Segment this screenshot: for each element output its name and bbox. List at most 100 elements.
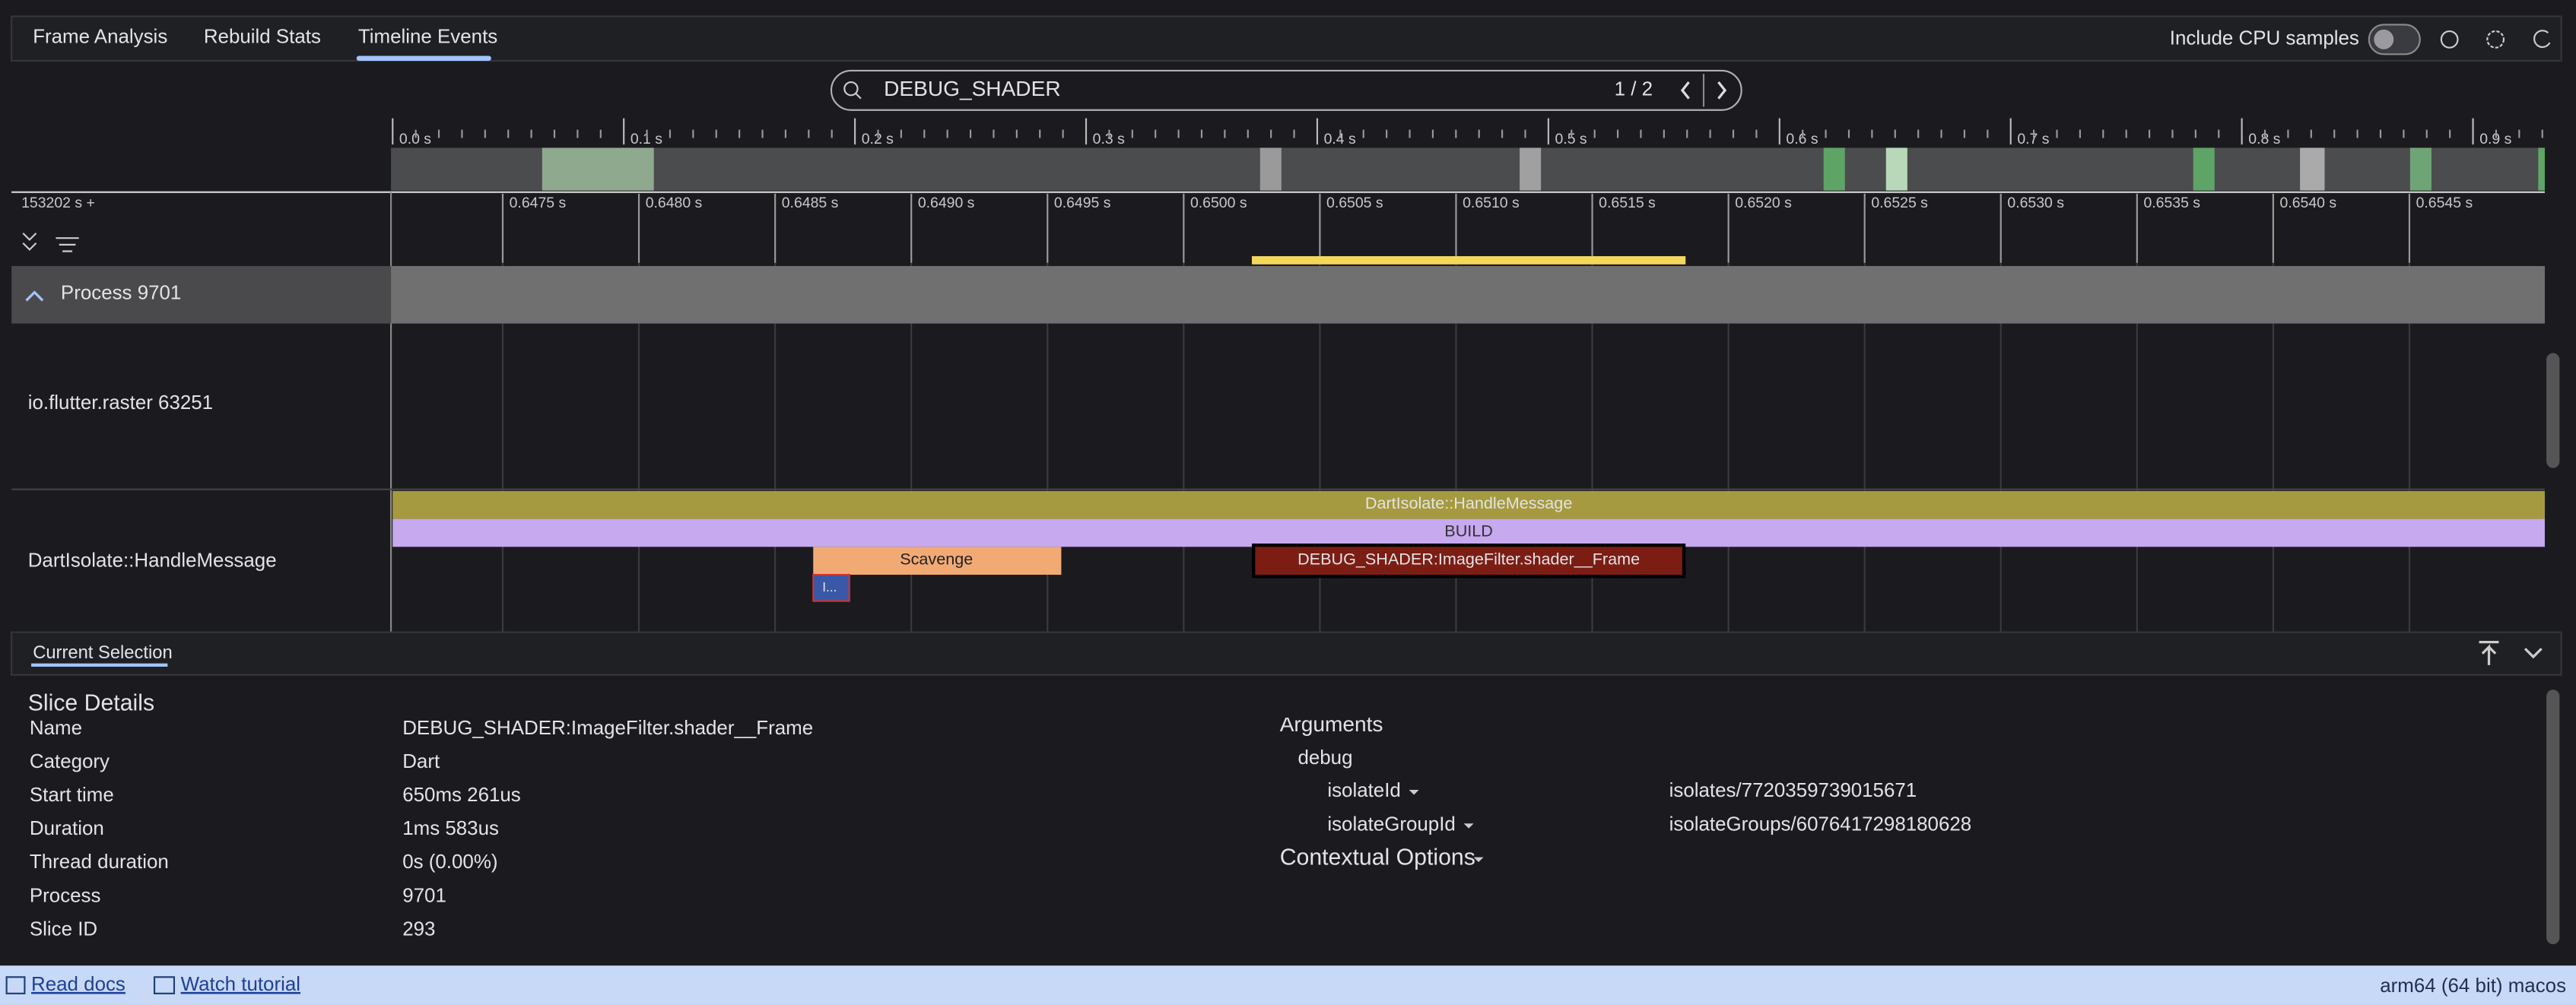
event-label: DartIsolate::HandleMessage	[1365, 493, 1572, 512]
detail-value: Dart	[402, 751, 440, 772]
event-label: BUILD	[1444, 522, 1493, 541]
arg-key: isolateGroupId	[1327, 813, 1456, 835]
process-track	[391, 265, 2545, 324]
event[interactable]	[392, 490, 2545, 519]
detail-value: 1ms 583us	[402, 818, 499, 839]
platform: arm64 (64 bit) macos	[2380, 975, 2566, 997]
timeline-tick-label: 0.6520 s	[1735, 195, 1792, 211]
toggle-knob	[2374, 29, 2394, 49]
arg-group: debug	[1298, 747, 1352, 769]
settings-icon[interactable]	[2486, 30, 2505, 49]
footer	[0, 965, 2576, 1005]
detail-value: 650ms 261us	[402, 785, 521, 806]
ruler-label: 0.1 s	[631, 131, 662, 147]
arg-value: isolates/7720359739015671	[1669, 780, 1917, 801]
help-icon[interactable]	[2440, 30, 2459, 49]
dropdown-icon	[1409, 790, 1419, 795]
search-query[interactable]: DEBUG_SHADER	[884, 77, 1060, 100]
detail-label: Name	[30, 718, 82, 739]
event[interactable]	[813, 547, 1062, 575]
details-title: Slice Details	[28, 691, 154, 716]
sort-icon[interactable]	[56, 237, 79, 252]
timeline-tick-label: 0.6495 s	[1054, 195, 1111, 211]
timeline-tick-label: 0.6475 s	[510, 195, 567, 211]
args-title: Arguments	[1280, 712, 1383, 736]
timeline-tick-label: 0.6510 s	[1463, 195, 1520, 211]
process-label: Process 9701	[61, 283, 181, 304]
panel-tab[interactable]: Current Selection	[33, 642, 173, 663]
tab[interactable]: Frame Analysis	[33, 27, 167, 48]
search-icon	[843, 81, 859, 97]
detail-label: Process	[30, 885, 101, 906]
timeline-tick-label: 0.6535 s	[2143, 195, 2200, 211]
expand-icon[interactable]	[25, 290, 44, 302]
selection-marker	[1251, 255, 1686, 265]
dropdown-icon[interactable]	[1473, 857, 1484, 863]
detail-label: Duration	[30, 818, 104, 839]
next-button[interactable]	[1717, 81, 1727, 100]
event-label: DEBUG_SHADER:ImageFilter.shader__Frame	[1298, 549, 1640, 568]
arg-value: isolateGroups/6076417298180628	[1669, 813, 1972, 835]
timeline-tick-label: 0.6485 s	[782, 195, 839, 211]
timeline-tick-label: 0.6530 s	[2007, 195, 2064, 211]
event[interactable]	[392, 518, 2545, 547]
timeline-tick-label: 0.6515 s	[1599, 195, 1656, 211]
detail-value: 0s (0.00%)	[402, 851, 497, 873]
event-label: I...	[822, 579, 837, 594]
collapse-icon[interactable]	[2524, 648, 2543, 659]
detail-value: 9701	[402, 885, 446, 906]
tab-indicator	[31, 663, 168, 667]
scrollbar[interactable]	[2546, 690, 2560, 945]
contextual-options[interactable]: Contextual Options	[1280, 845, 1475, 870]
timeline-tick-label: 0.6545 s	[2416, 195, 2473, 211]
ruler-label: 0.5 s	[1555, 131, 1587, 147]
thread-label: DartIsolate::HandleMessage	[28, 550, 277, 572]
event-label: Scavenge	[900, 549, 973, 568]
search-icon	[855, 93, 862, 100]
time-offset: 153202 s +	[21, 195, 95, 211]
dropdown-icon	[1463, 823, 1474, 829]
event-selected[interactable]	[1251, 544, 1686, 579]
docs-icon	[5, 976, 26, 994]
detail-label: Start time	[30, 785, 114, 806]
scrollbar[interactable]	[2546, 353, 2560, 468]
detail-label: Thread duration	[30, 851, 169, 873]
panel-header	[11, 631, 2562, 676]
tab[interactable]: Rebuild Stats	[204, 27, 321, 48]
ruler-label: 0.4 s	[1324, 131, 1356, 147]
prev-button[interactable]	[1680, 81, 1690, 100]
ruler-label: 0.2 s	[862, 131, 894, 147]
overview-blocks	[542, 147, 2545, 191]
tab-bar	[11, 15, 2562, 62]
link[interactable]: Watch tutorial	[181, 974, 300, 995]
search-count: 1 / 2	[1615, 79, 1653, 100]
collapse-icon[interactable]	[22, 232, 37, 251]
detail-value: DEBUG_SHADER:ImageFilter.shader__Frame	[402, 718, 813, 739]
timeline-tick-label: 0.6505 s	[1326, 195, 1383, 211]
timeline-tick-label: 0.6500 s	[1190, 195, 1247, 211]
timeline-tick-label: 0.6480 s	[646, 195, 703, 211]
cpu-label: Include CPU samples	[2170, 28, 2359, 49]
event[interactable]	[812, 573, 850, 602]
arg-key: isolateId	[1327, 780, 1401, 801]
detail-label: Category	[30, 751, 110, 772]
ruler-label: 0.3 s	[1093, 131, 1125, 147]
ruler-label: 0.7 s	[2017, 131, 2049, 147]
ruler-label: 0.6 s	[1786, 131, 1818, 147]
ruler-label: 0.9 s	[2479, 131, 2511, 147]
ruler-label: 0.0 s	[399, 131, 431, 147]
timeline-tick-label: 0.6525 s	[1871, 195, 1928, 211]
link[interactable]: Read docs	[31, 974, 125, 995]
tab[interactable]: Timeline Events	[358, 27, 497, 48]
timeline-tick-label: 0.6540 s	[2280, 195, 2337, 211]
detail-label: Slice ID	[30, 918, 97, 940]
timeline-tick-label: 0.6490 s	[918, 195, 975, 211]
search-field[interactable]	[830, 69, 1742, 111]
refresh-icon[interactable]	[2533, 30, 2551, 48]
overview-strip	[391, 147, 2545, 191]
maximize-icon[interactable]	[2479, 640, 2499, 665]
video-icon	[153, 976, 176, 994]
thread-label: io.flutter.raster 63251	[28, 392, 213, 414]
ruler-label: 0.8 s	[2248, 131, 2280, 147]
